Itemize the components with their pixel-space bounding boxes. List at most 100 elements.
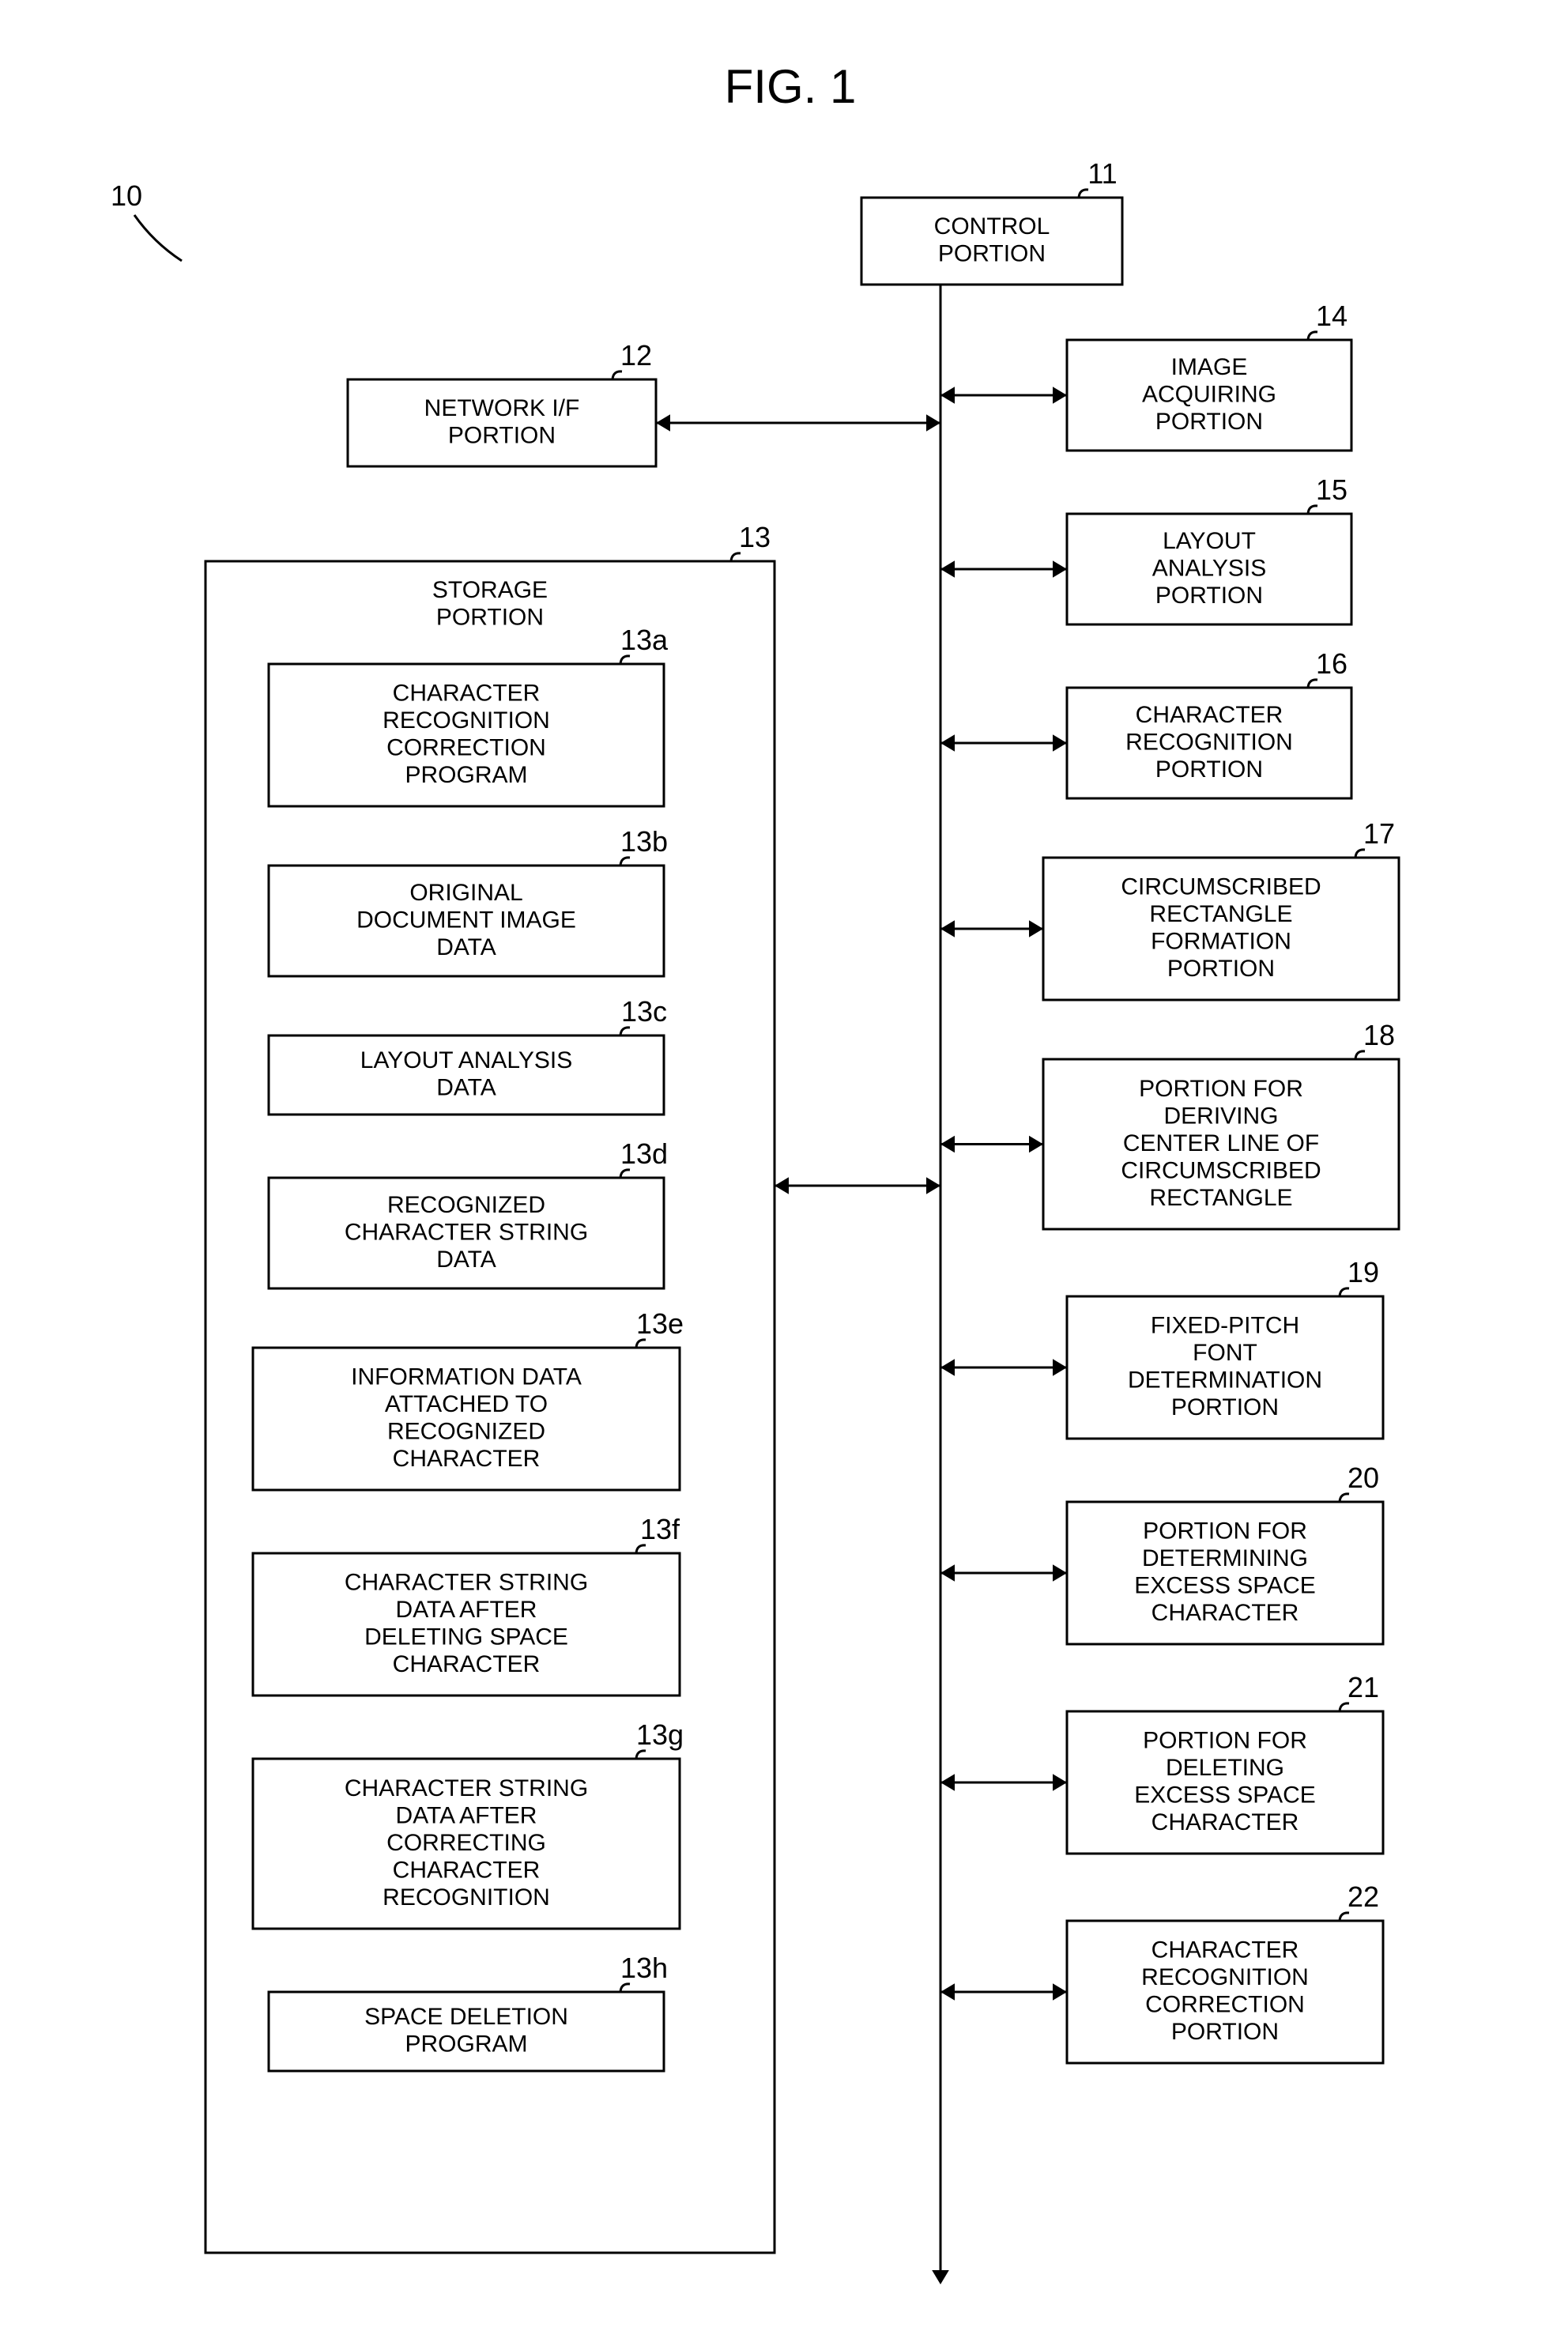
storage-title: STORAGEPORTION <box>432 577 548 631</box>
svg-text:RECOGNIZED: RECOGNIZED <box>387 1419 545 1445</box>
svg-text:RECOGNIZED: RECOGNIZED <box>387 1192 545 1218</box>
svg-text:ORIGINAL: ORIGINAL <box>409 880 522 906</box>
label-b11: CONTROLPORTION <box>934 213 1050 267</box>
svg-text:PORTION: PORTION <box>1155 409 1263 435</box>
svg-text:DATA: DATA <box>436 1075 496 1101</box>
svg-text:DERIVING: DERIVING <box>1163 1103 1278 1129</box>
ref-s13d: 13d <box>620 1137 668 1170</box>
block-s13f: CHARACTER STRINGDATA AFTERDELETING SPACE… <box>253 1513 680 1696</box>
svg-text:STORAGE: STORAGE <box>432 577 548 603</box>
svg-text:DOCUMENT IMAGE: DOCUMENT IMAGE <box>356 907 576 933</box>
svg-text:PROGRAM: PROGRAM <box>405 762 527 788</box>
svg-text:DATA: DATA <box>436 1247 496 1273</box>
svg-text:CORRECTING: CORRECTING <box>386 1830 546 1856</box>
svg-text:LAYOUT: LAYOUT <box>1163 528 1256 554</box>
svg-text:RECOGNITION: RECOGNITION <box>383 1884 550 1911</box>
svg-text:RECTANGLE: RECTANGLE <box>1149 1185 1292 1211</box>
svg-text:FORMATION: FORMATION <box>1151 929 1291 955</box>
ref-b15: 15 <box>1316 473 1348 506</box>
svg-text:PORTION: PORTION <box>1171 1394 1279 1420</box>
label-b15: LAYOUTANALYSISPORTION <box>1152 528 1267 609</box>
block-b22: CHARACTERRECOGNITIONCORRECTIONPORTION22 <box>1067 1880 1383 2063</box>
ref-b18: 18 <box>1363 1019 1395 1051</box>
ref-b19: 19 <box>1348 1256 1379 1288</box>
system-ref: 10 <box>111 179 142 212</box>
block-s13b: ORIGINALDOCUMENT IMAGEDATA 13b <box>269 825 668 976</box>
ref-s13b: 13b <box>620 825 668 858</box>
ref-b12: 12 <box>620 339 652 372</box>
svg-text:DETERMINING: DETERMINING <box>1142 1545 1308 1571</box>
svg-text:PORTION: PORTION <box>1167 956 1275 982</box>
svg-text:LAYOUT ANALYSIS: LAYOUT ANALYSIS <box>360 1047 572 1073</box>
ref-b16: 16 <box>1316 647 1348 680</box>
svg-text:PORTION: PORTION <box>436 605 544 631</box>
svg-text:PORTION: PORTION <box>448 423 556 449</box>
block-b21: PORTION FORDELETINGEXCESS SPACECHARACTER… <box>1067 1671 1383 1854</box>
ref-s13h: 13h <box>620 1952 668 1984</box>
svg-text:RECOGNITION: RECOGNITION <box>383 707 550 734</box>
ref-s13g: 13g <box>636 1718 684 1751</box>
svg-text:PORTION FOR: PORTION FOR <box>1143 1518 1307 1545</box>
svg-text:DELETING: DELETING <box>1166 1755 1284 1781</box>
svg-text:PORTION FOR: PORTION FOR <box>1139 1076 1303 1102</box>
svg-text:CENTER LINE OF: CENTER LINE OF <box>1123 1130 1319 1156</box>
svg-text:DELETING SPACE: DELETING SPACE <box>364 1624 568 1650</box>
svg-text:PORTION: PORTION <box>1171 2019 1279 2045</box>
svg-text:PORTION: PORTION <box>938 241 1046 267</box>
label-b21: PORTION FORDELETINGEXCESS SPACECHARACTER <box>1134 1728 1316 1836</box>
svg-text:NETWORK I/F: NETWORK I/F <box>424 395 580 421</box>
svg-text:ACQUIRING: ACQUIRING <box>1142 381 1276 407</box>
svg-text:ATTACHED TO: ATTACHED TO <box>385 1391 548 1417</box>
svg-text:FONT: FONT <box>1193 1340 1257 1366</box>
svg-text:CHARACTER: CHARACTER <box>393 681 541 707</box>
ref-s13a: 13a <box>620 624 669 656</box>
svg-text:CHARACTER STRING: CHARACTER STRING <box>345 1775 588 1801</box>
svg-text:CHARACTER: CHARACTER <box>393 1446 541 1472</box>
block-s13c: LAYOUT ANALYSISDATA 13c <box>269 995 667 1115</box>
svg-text:FIXED-PITCH: FIXED-PITCH <box>1151 1313 1299 1339</box>
svg-text:RECOGNITION: RECOGNITION <box>1141 1964 1309 1990</box>
block-s13e: INFORMATION DATAATTACHED TORECOGNIZEDCHA… <box>253 1307 684 1490</box>
block-s13g: CHARACTER STRINGDATA AFTERCORRECTINGCHAR… <box>253 1718 684 1929</box>
block-b16: CHARACTERRECOGNITIONPORTION16 <box>1067 647 1351 798</box>
label-b18: PORTION FORDERIVINGCENTER LINE OFCIRCUMS… <box>1121 1076 1321 1211</box>
block-b18: PORTION FORDERIVINGCENTER LINE OFCIRCUMS… <box>1043 1019 1399 1229</box>
svg-text:CHARACTER: CHARACTER <box>1152 1809 1299 1835</box>
ref-b17: 17 <box>1363 817 1395 850</box>
svg-text:CHARACTER STRING: CHARACTER STRING <box>345 1219 588 1245</box>
svg-text:CHARACTER STRING: CHARACTER STRING <box>345 1570 588 1596</box>
ref-b20: 20 <box>1348 1462 1379 1494</box>
svg-text:EXCESS SPACE: EXCESS SPACE <box>1134 1782 1316 1809</box>
ref-s13e: 13e <box>636 1307 684 1340</box>
svg-text:CORRECTION: CORRECTION <box>1145 1992 1305 2018</box>
svg-text:PORTION FOR: PORTION FOR <box>1143 1728 1307 1754</box>
svg-text:SPACE DELETION: SPACE DELETION <box>364 2004 568 2030</box>
svg-text:DETERMINATION: DETERMINATION <box>1128 1367 1322 1394</box>
block-s13d: RECOGNIZEDCHARACTER STRINGDATA 13d <box>269 1137 668 1288</box>
svg-text:DATA: DATA <box>436 934 496 960</box>
label-s13a: CHARACTERRECOGNITIONCORRECTIONPROGRAM <box>383 681 550 789</box>
svg-text:CHARACTER: CHARACTER <box>393 1651 541 1677</box>
svg-text:ANALYSIS: ANALYSIS <box>1152 555 1267 581</box>
block-b15: LAYOUTANALYSISPORTION 15 <box>1067 473 1351 624</box>
svg-text:CHARACTER: CHARACTER <box>1152 1937 1299 1963</box>
svg-text:RECTANGLE: RECTANGLE <box>1149 901 1292 927</box>
svg-text:INFORMATION DATA: INFORMATION DATA <box>351 1364 582 1390</box>
ref-s13c: 13c <box>621 995 667 1028</box>
ref-storage: 13 <box>739 521 771 553</box>
block-b19: FIXED-PITCHFONTDETERMINATIONPORTION 19 <box>1067 1256 1383 1439</box>
figure-title: FIG. 1 <box>725 60 857 113</box>
svg-text:EXCESS SPACE: EXCESS SPACE <box>1134 1573 1316 1599</box>
block-s13h: SPACE DELETIONPROGRAM 13h <box>269 1952 668 2071</box>
svg-text:DATA AFTER: DATA AFTER <box>396 1597 537 1623</box>
svg-text:PORTION: PORTION <box>1155 756 1263 783</box>
svg-text:CIRCUMSCRIBED: CIRCUMSCRIBED <box>1121 874 1321 900</box>
svg-text:PROGRAM: PROGRAM <box>405 2031 527 2058</box>
block-b14: IMAGEACQUIRINGPORTION14 <box>1067 300 1351 451</box>
ref-s13f: 13f <box>640 1513 680 1545</box>
svg-text:CORRECTION: CORRECTION <box>386 735 546 761</box>
ref-b14: 14 <box>1316 300 1348 332</box>
svg-text:RECOGNITION: RECOGNITION <box>1125 729 1293 755</box>
block-b11: CONTROLPORTION11 <box>861 157 1122 285</box>
block-b17: CIRCUMSCRIBEDRECTANGLEFORMATIONPORTION 17 <box>1043 817 1399 1000</box>
